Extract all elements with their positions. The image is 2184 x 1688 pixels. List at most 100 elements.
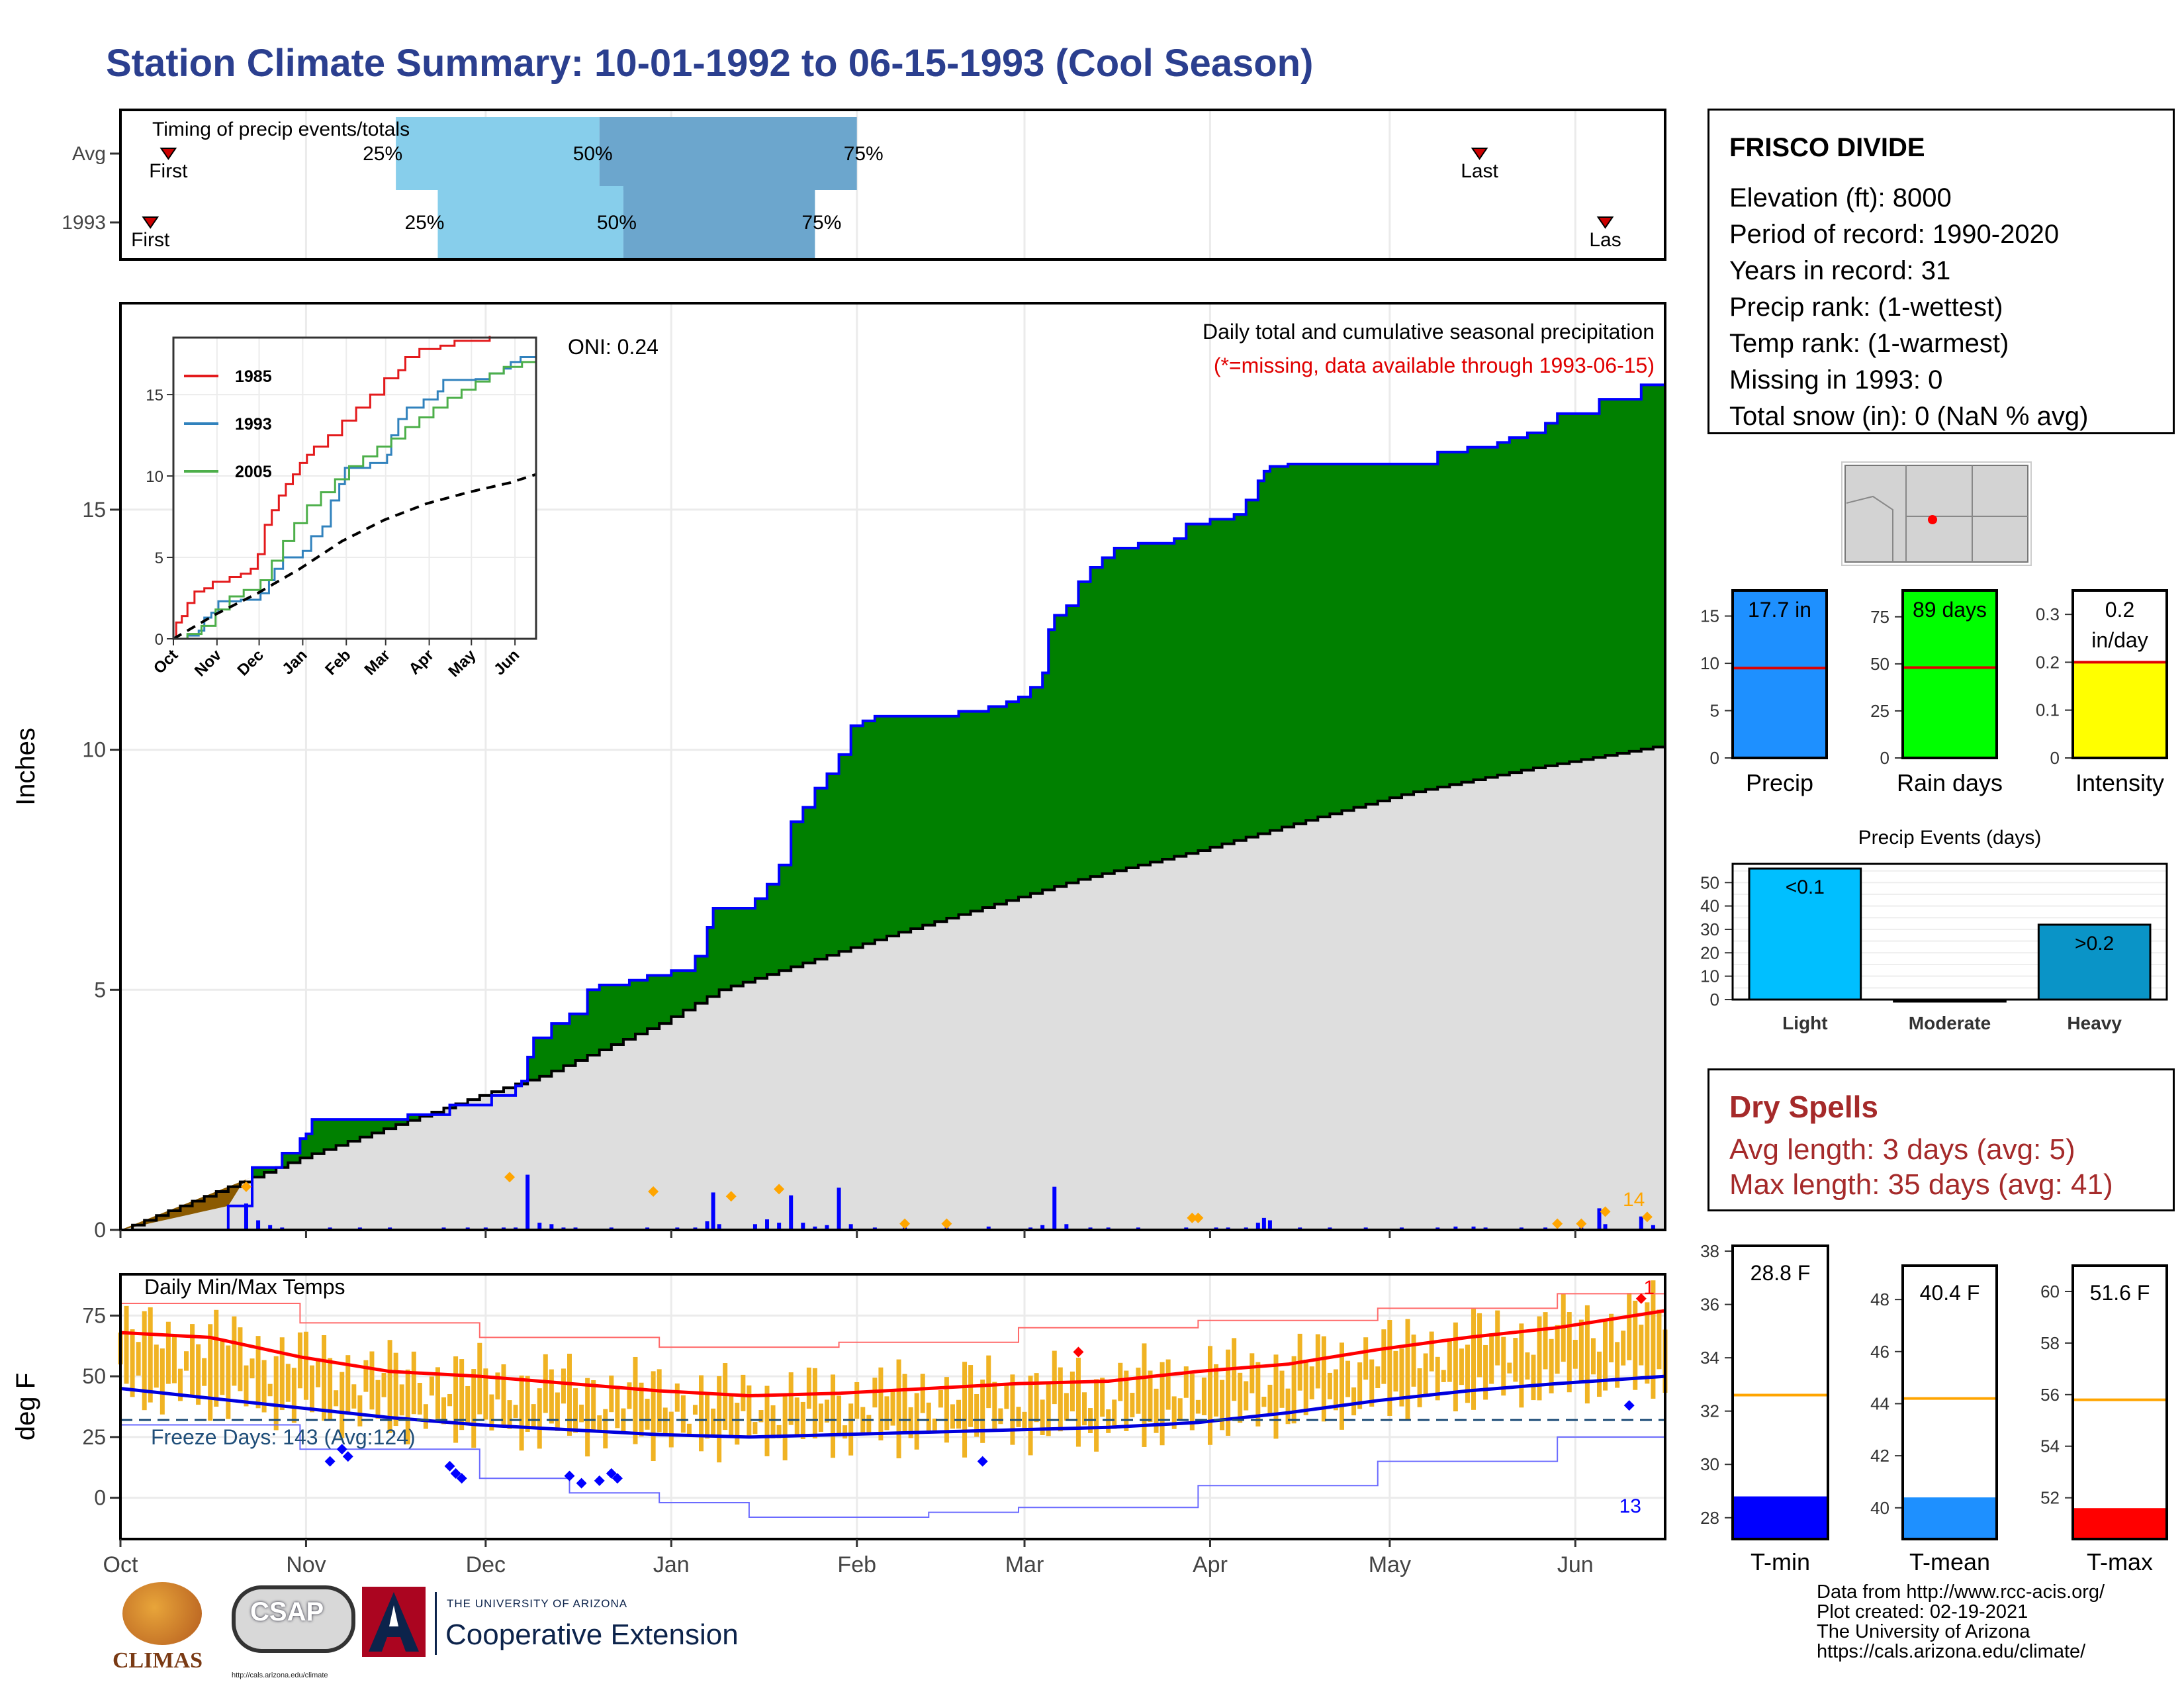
daily-temp-bar: [159, 1348, 165, 1415]
temp-y-tick-label: 50: [82, 1364, 106, 1388]
missing-note: (*=missing, data available through 1993-…: [1214, 353, 1655, 377]
missing-data-marker: [725, 1191, 737, 1202]
total-panel-frame: [2071, 589, 2168, 759]
missing-data-marker: [899, 1218, 911, 1229]
daily-temp-bar: [1645, 1302, 1650, 1384]
temp-y-tick-label: 75: [82, 1303, 106, 1327]
daily-temp-bar: [591, 1380, 596, 1432]
daily-temp-bar: [573, 1388, 578, 1433]
events-y-tick-label: 40: [1700, 896, 1719, 916]
tsum-value-label: 51.6 F: [2090, 1281, 2150, 1305]
daily-temp-bar: [525, 1376, 530, 1432]
daily-temp-bar: [723, 1363, 728, 1430]
daily-temp-bar: [1513, 1338, 1518, 1382]
daily-temp-bar: [1058, 1367, 1063, 1432]
tsum-y-tick-label: 52: [2040, 1488, 2060, 1508]
missing-data-marker: [1576, 1218, 1587, 1229]
daily-temp-bar: [615, 1385, 620, 1429]
tsum-y-tick-label: 40: [1870, 1498, 1889, 1518]
climas-logo: CLIMAS: [106, 1582, 218, 1681]
timing-label-75: 75%: [801, 212, 841, 234]
daily-precip-bar: [525, 1174, 530, 1230]
warm-count-label: 1: [1643, 1277, 1655, 1299]
total-bar-2: [2073, 662, 2167, 758]
tsum-bar-label: T-max: [2087, 1548, 2153, 1575]
daily-temp-bar: [393, 1352, 398, 1427]
daily-temp-bar: [1040, 1399, 1045, 1436]
daily-temp-bar: [884, 1396, 889, 1430]
climas-logo-mark: [122, 1582, 202, 1645]
timing-bar-25-50: [396, 117, 600, 190]
daily-temp-bar: [603, 1409, 608, 1449]
inset-series-1985: [173, 336, 491, 640]
daily-precip-bar: [268, 1225, 273, 1230]
daily-temp-bar: [555, 1392, 560, 1431]
total-y-tick-label: 0: [1710, 748, 1719, 768]
missing-data-marker: [1641, 1211, 1653, 1223]
university-of-arizona-logo: THE UNIVERSITY OF ARIZONA Cooperative Ex…: [361, 1585, 745, 1671]
inset-series-1993: [173, 350, 537, 640]
total-bar-label: Intensity: [2075, 769, 2164, 796]
daily-temp-bar: [1627, 1293, 1632, 1360]
inset-legend-label: 1985: [235, 367, 272, 386]
daily-temp-bar: [1465, 1344, 1470, 1403]
daily-temp-bar: [1345, 1360, 1351, 1397]
credit-url: https://cals.arizona.edu/climate/: [1817, 1641, 2086, 1662]
daily-temp-bar: [1489, 1333, 1494, 1384]
daily-temp-bar: [633, 1356, 638, 1444]
first-event-label: First: [131, 229, 170, 251]
daily-temp-bar: [184, 1351, 189, 1371]
daily-temp-bar: [1351, 1387, 1357, 1416]
tsum-y-tick-label: 32: [1700, 1401, 1719, 1421]
daily-temp-bar: [944, 1377, 949, 1443]
daily-temp-bar: [1572, 1340, 1578, 1369]
daily-temp-bar: [1303, 1360, 1308, 1415]
x-axis-tick-label: Nov: [286, 1552, 326, 1577]
missing-data-marker: [1600, 1206, 1611, 1217]
station-info-box: FRISCO DIVIDE Elevation (ft): 8000 Perio…: [1707, 109, 2175, 434]
daily-temp-bar: [190, 1324, 195, 1396]
daily-precip-bar: [848, 1224, 853, 1230]
daily-precip-bar: [537, 1223, 542, 1230]
inset-series-avg: [172, 473, 537, 640]
first-event-marker: [159, 148, 177, 160]
missing-data-marker: [504, 1172, 516, 1183]
daily-temp-bar: [735, 1403, 740, 1445]
daily-temp-bar: [567, 1354, 572, 1436]
total-bar-label: Rain days: [1897, 769, 2003, 796]
daily-temp-bar: [1363, 1337, 1369, 1380]
daily-temp-bar: [1405, 1319, 1410, 1420]
daily-temp-bar: [1075, 1358, 1081, 1447]
daily-temp-bar: [848, 1403, 854, 1456]
daily-temp-bar: [1519, 1323, 1524, 1408]
daily-temp-bar: [818, 1403, 823, 1432]
daily-temp-bar: [1651, 1280, 1656, 1399]
total-y-tick-label: 0.2: [2036, 652, 2060, 672]
events-y-tick-label: 20: [1700, 943, 1719, 962]
daily-temp-bar: [232, 1316, 237, 1386]
total-bar-1: [1903, 590, 1997, 758]
daily-temp-bar: [597, 1415, 602, 1432]
station-name: FRISCO DIVIDE: [1729, 133, 1925, 162]
daily-temp-bar: [255, 1336, 261, 1409]
locator-map-border: [1846, 495, 1893, 562]
daily-precip-bar: [1064, 1224, 1069, 1230]
tsum-y-tick-label: 42: [1870, 1446, 1889, 1466]
daily-temp-bar: [537, 1388, 542, 1449]
daily-temp-bar: [1273, 1354, 1279, 1439]
temp-panel-label: Daily Min/Max Temps: [144, 1275, 345, 1299]
daily-temp-bar: [1411, 1335, 1416, 1387]
csap-logo: CSAP http://cals.arizona.edu/climate: [232, 1585, 355, 1685]
csap-logo-text: CSAP: [250, 1597, 324, 1626]
daily-temp-bar: [441, 1397, 447, 1425]
daily-temp-bar: [177, 1368, 183, 1401]
daily-precip-bar: [837, 1188, 841, 1230]
daily-temp-bar: [920, 1374, 925, 1413]
locator-map-region: [1844, 465, 2028, 563]
daily-precip-bar: [1453, 1226, 1458, 1230]
arizona-a-icon: [362, 1587, 426, 1657]
daily-temp-bar: [423, 1404, 428, 1429]
daily-precip-bar: [765, 1219, 770, 1230]
timing-panel-frame: [119, 109, 1666, 261]
